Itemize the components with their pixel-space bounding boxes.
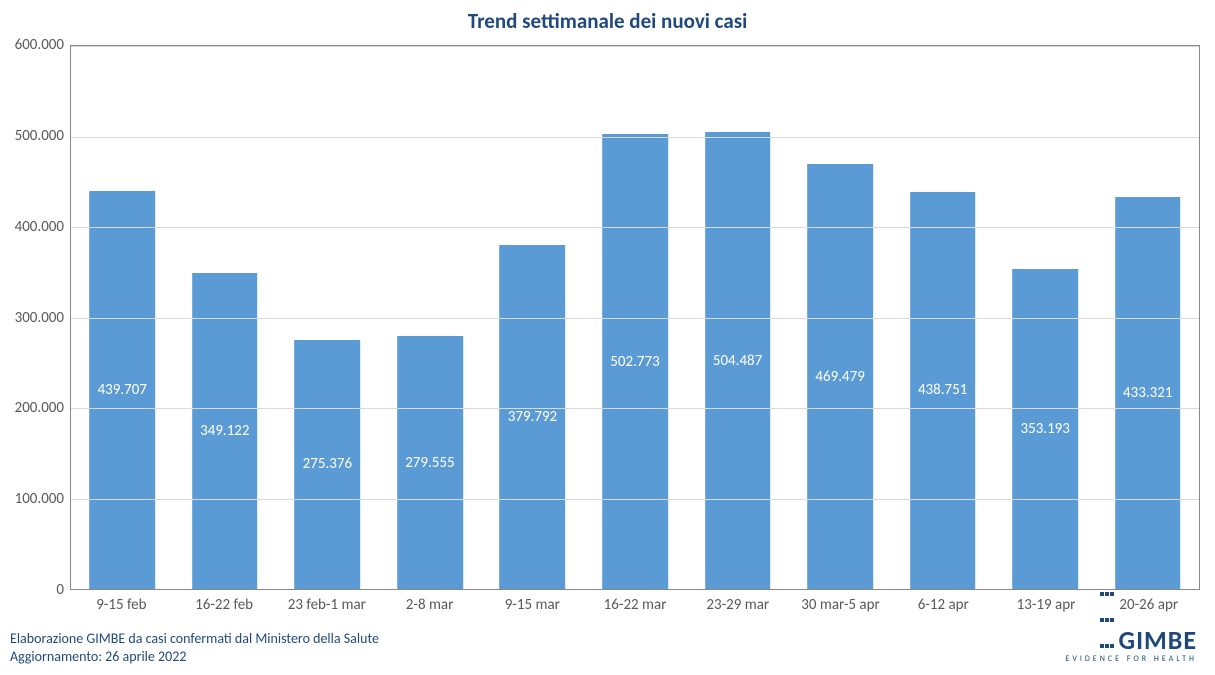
- y-tick-label: 600.000: [15, 36, 64, 54]
- logo-name: GIMBE: [1119, 624, 1197, 656]
- bar: 279.555: [397, 336, 463, 589]
- y-tick-label: 400.000: [15, 218, 64, 236]
- bar-value-label: 439.707: [89, 381, 155, 399]
- bar-value-label: 469.479: [807, 368, 873, 386]
- bar-value-label: 379.792: [500, 408, 566, 426]
- bar-value-label: 279.555: [397, 454, 463, 472]
- bar: 379.792: [500, 245, 566, 589]
- footer-source: Elaborazione GIMBE da casi confermati da…: [10, 630, 379, 665]
- bar-value-label: 349.122: [192, 422, 258, 440]
- bar-value-label: 504.487: [705, 352, 771, 370]
- gridline: [71, 318, 1199, 319]
- bar: 439.707: [89, 191, 155, 589]
- logo: GIMBE EVIDENCE FOR HEALTH: [1065, 575, 1197, 663]
- y-tick-label: 100.000: [15, 490, 64, 508]
- bar: 504.487: [705, 132, 771, 589]
- gridline: [71, 46, 1199, 47]
- x-tick-label: 23 feb-1 mar: [275, 596, 378, 614]
- bar-value-label: 433.321: [1115, 384, 1181, 402]
- x-tick-label: 9-15 mar: [481, 596, 584, 614]
- footer-line-1: Elaborazione GIMBE da casi confermati da…: [10, 630, 379, 648]
- plot-wrap: 439.707 349.122 275.376 279.555 379.792 502.7…: [70, 45, 1200, 590]
- y-tick-label: 0: [56, 581, 64, 599]
- bar: 438.751: [910, 192, 976, 589]
- x-axis-labels: 9-15 feb16-22 feb23 feb-1 mar2-8 mar9-15…: [70, 596, 1200, 614]
- plot-area: 439.707 349.122 275.376 279.555 379.792 502.7…: [70, 45, 1200, 590]
- logo-dots-icon: [1100, 575, 1115, 653]
- bar: 433.321: [1115, 197, 1181, 589]
- y-tick-label: 200.000: [15, 399, 64, 417]
- x-tick-label: 2-8 mar: [378, 596, 481, 614]
- x-tick-label: 23-29 mar: [686, 596, 789, 614]
- y-tick-label: 300.000: [15, 309, 64, 327]
- x-tick-label: 16-22 mar: [584, 596, 687, 614]
- footer-line-2: Aggiornamento: 26 aprile 2022: [10, 648, 379, 666]
- chart-title: Trend settimanale dei nuovi casi: [0, 0, 1215, 34]
- bar: 275.376: [295, 340, 361, 589]
- bar-value-label: 353.193: [1012, 420, 1078, 438]
- x-tick-label: 16-22 feb: [173, 596, 276, 614]
- bar: 349.122: [192, 273, 258, 589]
- gridline: [71, 499, 1199, 500]
- bar-value-label: 502.773: [602, 353, 668, 371]
- gridline: [71, 227, 1199, 228]
- x-tick-label: 9-15 feb: [70, 596, 173, 614]
- bar: 502.773: [602, 134, 668, 589]
- x-tick-label: 30 mar-5 apr: [789, 596, 892, 614]
- gridline: [71, 408, 1199, 409]
- bar-value-label: 438.751: [910, 381, 976, 399]
- gridline: [71, 137, 1199, 138]
- logo-tagline: EVIDENCE FOR HEALTH: [1065, 655, 1197, 663]
- logo-text: GIMBE: [1065, 575, 1197, 653]
- y-tick-label: 500.000: [15, 127, 64, 145]
- x-tick-label: 6-12 apr: [892, 596, 995, 614]
- bar-value-label: 275.376: [295, 455, 361, 473]
